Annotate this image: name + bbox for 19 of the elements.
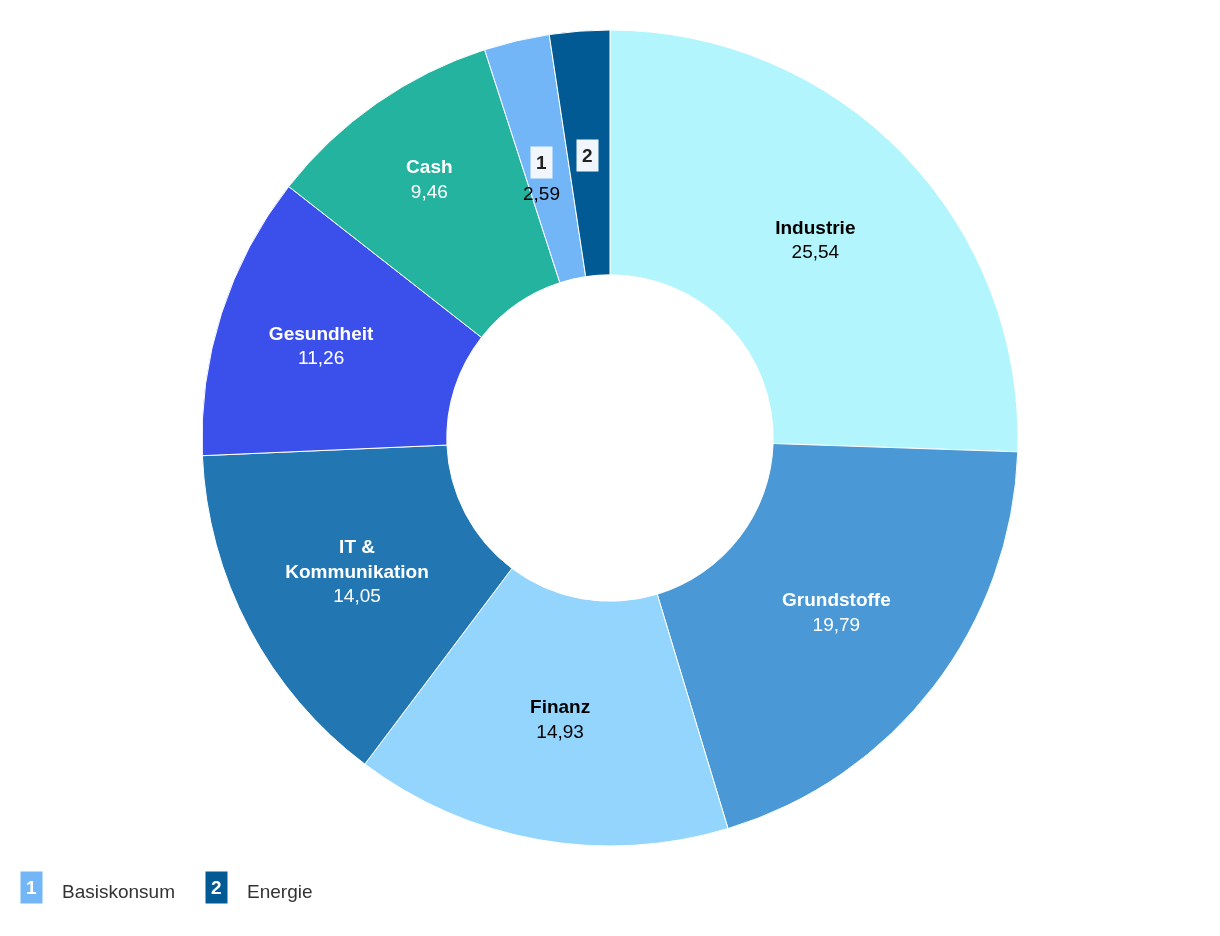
text: 2	[211, 877, 222, 898]
legend-label: Basiskonsum	[62, 881, 175, 902]
slice-label: Gesundheit	[268, 322, 375, 344]
data-label: 25,54	[791, 241, 840, 263]
text: 2	[582, 145, 593, 166]
data-label: 19,79	[812, 613, 861, 635]
slice-label: Finanz	[530, 696, 591, 718]
data-label: 14,93	[536, 721, 584, 743]
data-label: 11,26	[298, 347, 345, 369]
slice-label: IT & Kommunikation	[285, 536, 429, 582]
data-label: 14,05	[333, 585, 381, 607]
data-label: 9,46	[410, 181, 448, 203]
text: 1	[536, 152, 547, 173]
slice-label: Cash	[406, 156, 453, 178]
slice-label: Grundstoffe	[782, 589, 891, 611]
legend-label: Energie	[247, 881, 313, 902]
slice-label: Industrie	[775, 216, 856, 238]
data-label: 2,59	[523, 183, 560, 204]
text: 1	[26, 877, 37, 898]
